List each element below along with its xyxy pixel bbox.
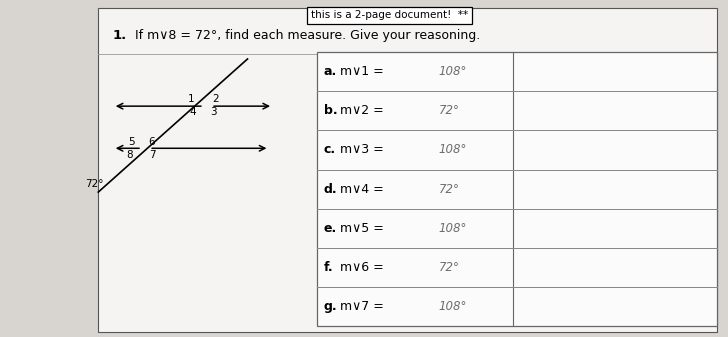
Text: m∨4 =: m∨4 = — [340, 183, 384, 195]
Text: 1: 1 — [188, 94, 195, 104]
Bar — [317, 130, 717, 170]
Text: 72°: 72° — [438, 104, 459, 117]
Text: m∨2 =: m∨2 = — [340, 104, 384, 117]
Text: e.: e. — [324, 222, 337, 235]
Bar — [317, 170, 717, 209]
Bar — [317, 52, 717, 91]
Text: m∨1 =: m∨1 = — [340, 65, 384, 78]
Text: g.: g. — [324, 300, 338, 313]
Text: 7: 7 — [149, 150, 155, 160]
Bar — [317, 91, 717, 130]
Text: m∨3 =: m∨3 = — [340, 144, 384, 156]
Bar — [317, 52, 717, 326]
Text: 3: 3 — [210, 107, 217, 117]
Text: 72°: 72° — [438, 261, 459, 274]
Text: 8: 8 — [126, 150, 133, 160]
Text: If m∨8 = 72°, find each measure. Give your reasoning.: If m∨8 = 72°, find each measure. Give yo… — [131, 29, 480, 42]
Text: 108°: 108° — [438, 65, 467, 78]
Text: 5: 5 — [128, 137, 135, 147]
Text: 2: 2 — [212, 94, 219, 104]
Bar — [317, 52, 717, 326]
Text: m∨6 =: m∨6 = — [340, 261, 384, 274]
Text: a.: a. — [324, 65, 337, 78]
Text: 108°: 108° — [438, 300, 467, 313]
Text: 4: 4 — [190, 107, 197, 117]
Text: d.: d. — [324, 183, 338, 195]
Bar — [98, 8, 717, 332]
Text: 108°: 108° — [438, 144, 467, 156]
Text: c.: c. — [324, 144, 336, 156]
Text: this is a 2-page document!  **: this is a 2-page document! ** — [311, 10, 468, 20]
Text: 6: 6 — [149, 137, 155, 147]
Text: 72°: 72° — [438, 183, 459, 195]
Text: f.: f. — [324, 261, 333, 274]
Text: 1.: 1. — [113, 29, 127, 42]
Text: m∨7 =: m∨7 = — [340, 300, 384, 313]
Bar — [317, 287, 717, 326]
Text: 108°: 108° — [438, 222, 467, 235]
Bar — [317, 248, 717, 287]
Text: 72°: 72° — [85, 179, 104, 189]
Text: b.: b. — [324, 104, 338, 117]
Text: m∨5 =: m∨5 = — [340, 222, 384, 235]
Bar — [317, 209, 717, 248]
